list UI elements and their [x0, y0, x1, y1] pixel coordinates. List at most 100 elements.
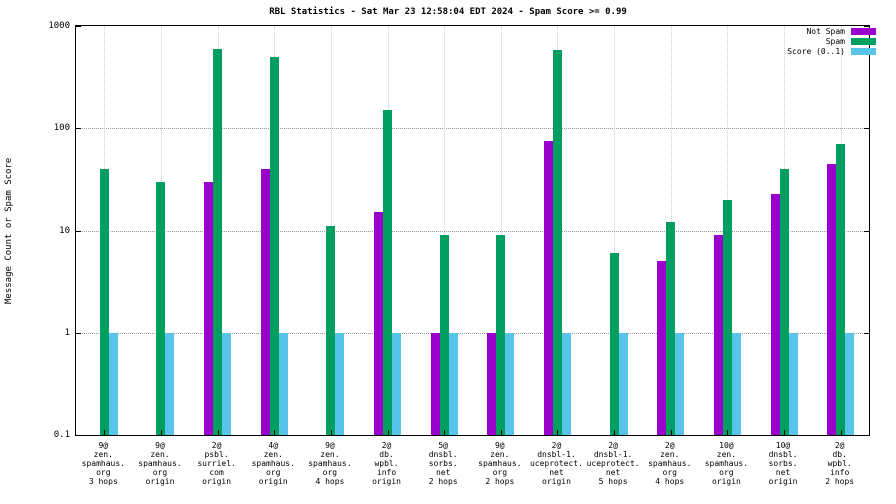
- x-tick-mark: [387, 430, 389, 435]
- x-tick-label: 2@ dnsbl-1. uceprotect. net origin: [514, 441, 598, 486]
- bar-not-spam: [827, 163, 837, 435]
- x-tick-label-line: org: [152, 468, 168, 477]
- bar-score-0-1-: [675, 332, 685, 435]
- gridline-x: [614, 26, 616, 435]
- x-tick-label-line: spamhaus.: [648, 459, 692, 468]
- y-tick-mark: [864, 435, 869, 436]
- bar-score-0-1-: [448, 332, 458, 435]
- x-tick-label-line: zen.: [660, 450, 680, 459]
- x-tick-label-line: spamhaus.: [138, 459, 182, 468]
- bar-spam: [326, 226, 336, 435]
- bar-spam: [722, 199, 732, 435]
- y-tick-label: 1: [64, 327, 70, 338]
- x-tick-label: 2@ dnsbl-1. uceprotect. net 5 hops: [571, 441, 655, 486]
- x-tick-label-line: info: [830, 468, 850, 477]
- x-tick-label-line: spamhaus.: [704, 459, 749, 468]
- x-tick-mark: [104, 430, 106, 435]
- bar-not-spam: [487, 332, 497, 435]
- y-tick-mark: [864, 26, 869, 27]
- y-tick-mark: [864, 230, 869, 232]
- y-tick-mark: [76, 332, 81, 334]
- x-tick-label-line: sorbs.: [428, 459, 458, 468]
- x-tick-label-line: origin: [258, 477, 288, 486]
- x-tick-mark: [557, 430, 559, 435]
- x-tick-label-line: origin: [202, 477, 232, 486]
- bar-spam: [609, 253, 619, 435]
- gridline-x: [500, 26, 502, 435]
- x-tick-mark: [614, 430, 616, 435]
- x-tick-label-line: org: [96, 468, 111, 477]
- x-tick-label-line: wpbl.: [827, 459, 852, 468]
- y-tick-mark: [76, 230, 81, 232]
- x-tick-label-line: zen.: [263, 450, 283, 459]
- bar-not-spam: [260, 168, 270, 435]
- x-tick-label-line: zen.: [150, 450, 170, 459]
- x-tick-label-line: 3 hops: [88, 477, 118, 486]
- gridline-x: [444, 26, 446, 435]
- y-tick-label: 100: [53, 123, 70, 134]
- x-tick-label: 2@ db. wpbl. info 2 hops: [798, 441, 882, 486]
- x-tick-mark: [217, 430, 219, 435]
- x-tick-label-line: 2@: [664, 441, 675, 450]
- x-tick-label-line: 5 hops: [598, 477, 628, 486]
- x-tick-label-line: 2@: [211, 441, 222, 450]
- legend-label: Score (0..1): [787, 47, 845, 56]
- legend-item: Spam: [787, 37, 876, 46]
- x-tick-label-line: 2 hops: [428, 477, 458, 486]
- bar-score-0-1-: [335, 332, 345, 435]
- x-tick-label-line: org: [492, 468, 508, 477]
- x-tick-label-line: psbl.: [204, 450, 229, 459]
- gridline-y: [76, 332, 869, 334]
- x-tick-label: 4@ zen. spamhaus. org origin: [231, 441, 315, 486]
- y-tick-mark: [864, 332, 869, 334]
- x-tick-label-line: uceprotect.: [586, 459, 640, 468]
- x-tick-mark: [840, 430, 842, 435]
- x-tick-label-line: 2@: [608, 441, 618, 450]
- bar-score-0-1-: [505, 332, 515, 435]
- x-tick-mark: [274, 430, 276, 435]
- chart-title: RBL Statistics - Sat Mar 23 12:58:04 EDT…: [269, 7, 627, 17]
- x-tick-mark: [670, 430, 672, 435]
- x-tick-label-line: zen.: [716, 450, 737, 459]
- x-tick-label-line: 9@: [494, 441, 505, 450]
- bar-score-0-1-: [392, 332, 402, 435]
- x-tick-label: 9@ zen. spamhaus. org origin: [118, 441, 202, 486]
- bar-not-spam: [770, 193, 780, 435]
- bar-score-0-1-: [165, 332, 175, 435]
- y-tick-label: 0.1: [53, 430, 70, 440]
- legend-label: Spam: [825, 37, 845, 46]
- x-tick-label-line: dnsbl-1.: [593, 450, 633, 459]
- x-tick-mark: [444, 430, 446, 435]
- x-tick-label: 2@ psbl. surriel. com origin: [175, 441, 259, 486]
- x-tick-label-line: net: [775, 468, 791, 477]
- x-tick-label-line: 2 hops: [825, 477, 855, 486]
- x-tick-label-line: sorbs.: [768, 459, 798, 468]
- x-tick-mark: [784, 430, 786, 435]
- x-tick-label-line: 9@: [98, 441, 109, 450]
- x-tick-label-line: 4 hops: [315, 477, 345, 486]
- x-tick-label: 9@ zen. spamhaus. org 3 hops: [61, 441, 145, 486]
- bar-not-spam: [713, 235, 723, 435]
- y-axis-label: Message Count or Spam Score: [4, 157, 14, 304]
- x-tick-label: 10@ zen. spamhaus. org origin: [684, 441, 768, 486]
- x-tick-label-line: dnsbl-1.: [537, 450, 576, 459]
- x-tick-label-line: 2@: [834, 441, 845, 450]
- legend-label: Not Spam: [806, 27, 845, 36]
- x-tick-label-line: 4 hops: [655, 477, 685, 486]
- x-tick-label-line: org: [662, 468, 677, 477]
- bar-spam: [213, 48, 223, 435]
- plot-area: [75, 25, 870, 436]
- y-tick-label: 1000: [48, 21, 70, 31]
- bar-score-0-1-: [222, 332, 232, 435]
- x-tick-label-line: org: [322, 468, 338, 477]
- bar-spam: [383, 110, 393, 435]
- x-tick-label-line: surriel.: [197, 459, 236, 468]
- bar-spam: [269, 56, 279, 435]
- x-tick-label-line: 9@: [155, 441, 165, 450]
- bar-spam: [836, 144, 846, 435]
- bar-spam: [779, 168, 789, 435]
- bar-spam: [666, 222, 676, 435]
- bar-spam: [496, 235, 506, 435]
- bar-spam: [156, 181, 166, 435]
